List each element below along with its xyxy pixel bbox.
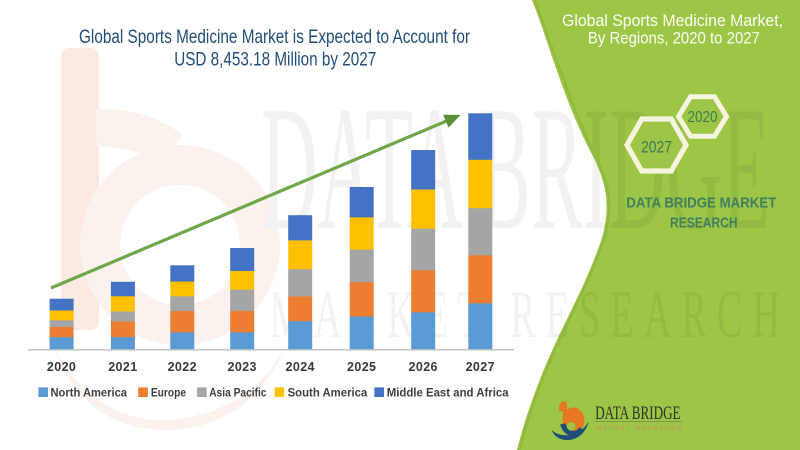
svg-text:2026: 2026 <box>408 360 437 374</box>
svg-text:2025: 2025 <box>347 360 376 374</box>
svg-text:2024: 2024 <box>285 360 314 374</box>
svg-text:2021: 2021 <box>108 360 137 374</box>
svg-text:2023: 2023 <box>227 360 256 374</box>
svg-text:2027: 2027 <box>466 360 495 374</box>
svg-text:RESEARCH: RESEARCH <box>670 215 738 232</box>
svg-text:DATA BRIDGE MARKET: DATA BRIDGE MARKET <box>626 195 776 212</box>
svg-text:2027: 2027 <box>641 139 672 157</box>
svg-text:Europe: Europe <box>151 385 186 399</box>
svg-text:By Regions, 2020 to 2027: By Regions, 2020 to 2027 <box>588 30 760 48</box>
svg-text:Global Sports Medicine Market: Global Sports Medicine Market is Expecte… <box>79 27 471 48</box>
svg-text:Asia Pacific: Asia Pacific <box>209 385 267 399</box>
svg-text:MARKET RESEARCH: MARKET RESEARCH <box>596 425 682 432</box>
svg-text:South America: South America <box>288 385 368 399</box>
svg-text:2020: 2020 <box>47 360 76 374</box>
svg-text:Middle East and Africa: Middle East and Africa <box>387 385 509 399</box>
svg-text:2022: 2022 <box>168 360 197 374</box>
svg-text:DATA BRIDGE: DATA BRIDGE <box>595 403 680 424</box>
svg-text:MARKET RESEARCH: MARKET RESEARCH <box>270 276 790 352</box>
svg-text:North America: North America <box>51 385 128 399</box>
svg-text:USD 8,453.18 Million by 2027: USD 8,453.18 Million by 2027 <box>174 50 376 71</box>
svg-text:2020: 2020 <box>688 109 718 126</box>
svg-text:Global Sports Medicine Market,: Global Sports Medicine Market, <box>562 12 783 30</box>
